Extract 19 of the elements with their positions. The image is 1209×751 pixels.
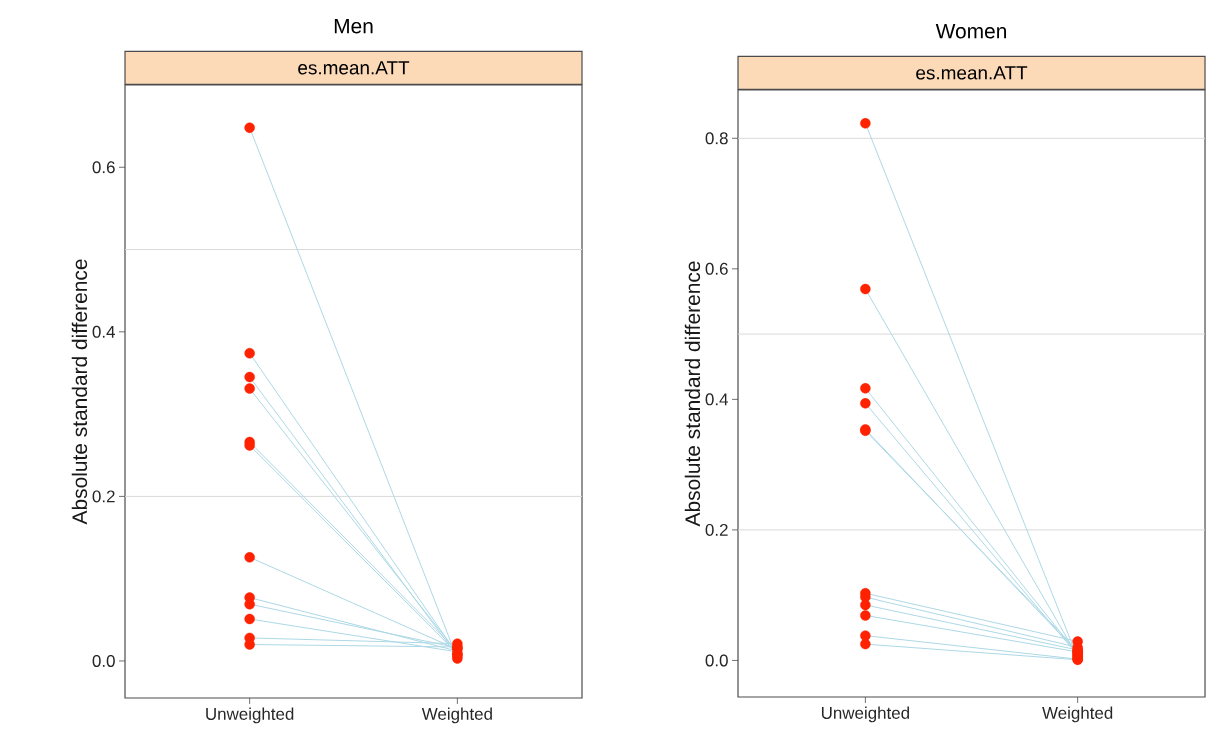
y-tick-label: 0.2	[705, 523, 728, 536]
y-tick-label: 0.6	[92, 161, 115, 174]
x-tick-label: Unweighted	[821, 706, 909, 723]
y-axis-title: Absolute standard difference	[684, 261, 701, 527]
y-tick-label: 0.6	[705, 262, 728, 275]
y-tick-label: 0.0	[92, 654, 115, 667]
y-tick-label: 0.0	[705, 654, 728, 667]
y-axis-title: Absolute standard difference	[71, 259, 88, 525]
chart-subtitle: es.mean.ATT	[916, 66, 1028, 80]
chart-title: Men	[334, 18, 373, 34]
x-tick-label: Weighted	[421, 707, 492, 724]
y-tick-label: 0.4	[705, 393, 728, 406]
x-tick-label: Unweighted	[206, 707, 294, 724]
y-tick-label: 0.2	[92, 490, 115, 503]
chart-subtitle: es.mean.ATT	[298, 61, 410, 75]
y-tick-label: 0.8	[705, 132, 728, 145]
y-tick-label: 0.4	[92, 325, 115, 338]
x-tick-label: Weighted	[1042, 706, 1113, 723]
chart-title: Women	[935, 23, 1007, 39]
